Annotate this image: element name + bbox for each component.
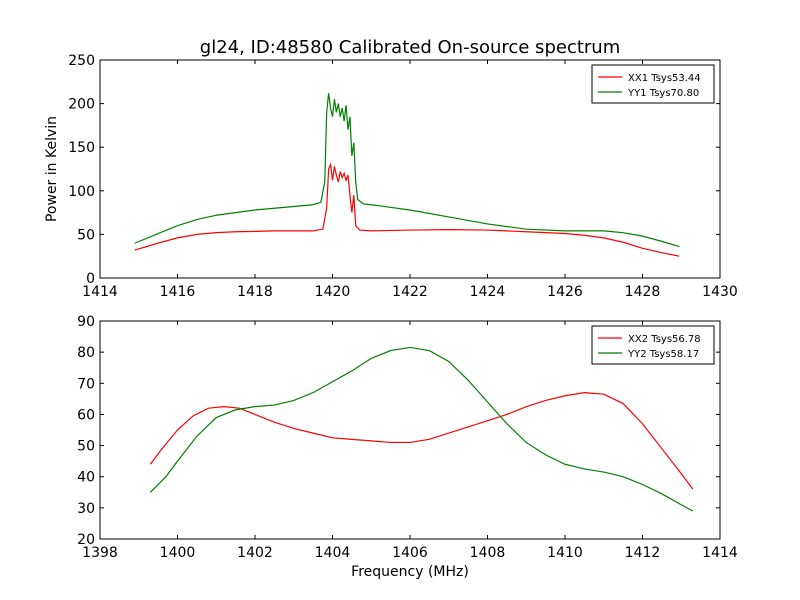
top-y-tick-label: 250 [68,53,95,69]
top-legend: XX1 Tsys53.44 YY1 Tsys70.80 [591,64,715,104]
top-y-tick-label: 50 [77,227,95,243]
top-legend-label-1: XX1 Tsys53.44 [628,73,701,84]
bottom-y-tick-label: 30 [77,501,95,517]
bottom-legend-box [591,325,715,365]
bottom-x-tick-label: 1402 [237,545,273,561]
top-x-tick-label: 1426 [547,284,583,300]
top-y-tick-label: 200 [68,97,95,113]
bottom-legend-label-2: YY2 Tsys58.17 [627,349,699,360]
bottom-x-tick-label: 1412 [625,545,661,561]
top-legend-label-2: YY1 Tsys70.80 [627,88,699,99]
top-x-tick-label: 1420 [315,284,351,300]
top-x-tick-label: 1422 [392,284,428,300]
bottom-y-tick-label: 90 [77,314,95,330]
top-y-tick-label: 150 [68,140,95,156]
bottom-series-line-2 [149,346,694,512]
top-legend-box [591,64,715,104]
bottom-legend: XX2 Tsys56.78 YY2 Tsys58.17 [591,325,715,365]
bottom-x-tick-label: 1406 [392,545,428,561]
bottom-y-tick-label: 50 [77,439,95,455]
bottom-x-axis-label: Frequency (MHz) [351,564,469,580]
bottom-legend-label-1: XX2 Tsys56.78 [628,334,701,345]
top-plot: 1414 1416 1418 1420 1422 1424 1426 1428 1430 0 50 1… [68,53,738,300]
bottom-y-tick-label: 40 [77,470,95,486]
bottom-y-tick-label: 60 [77,407,95,423]
bottom-y-tick-label: 20 [77,532,95,548]
top-series-line-1 [134,162,680,257]
bottom-series-line-1 [149,392,694,490]
top-series-line-2 [134,93,680,248]
bottom-y-tick-label: 70 [77,376,95,392]
bottom-x-tick-label: 1400 [160,545,196,561]
bottom-x-tick-label: 1398 [82,545,118,561]
top-x-tick-label: 1418 [237,284,273,300]
bottom-y-tick-label: 80 [77,345,95,361]
top-y-tick-label: 0 [86,271,95,287]
bottom-x-tick-label: 1404 [315,545,351,561]
top-x-tick-label: 1424 [470,284,506,300]
top-x-tick-label: 1414 [82,284,118,300]
top-x-tick-label: 1430 [702,284,738,300]
bottom-x-tick-label: 1414 [702,545,738,561]
top-y-tick-label: 100 [68,184,95,200]
top-chart-title: gl24, ID:48580 Calibrated On-source spec… [200,37,620,58]
top-x-tick-label: 1416 [160,284,196,300]
bottom-x-tick-label: 1410 [547,545,583,561]
bottom-x-tick-label: 1408 [470,545,506,561]
top-x-tick-label: 1428 [625,284,661,300]
bottom-plot: 1398 1400 1402 1404 1406 1408 1410 1412 1414 20 30… [77,314,738,561]
top-y-axis-label: Power in Kelvin [44,116,60,222]
